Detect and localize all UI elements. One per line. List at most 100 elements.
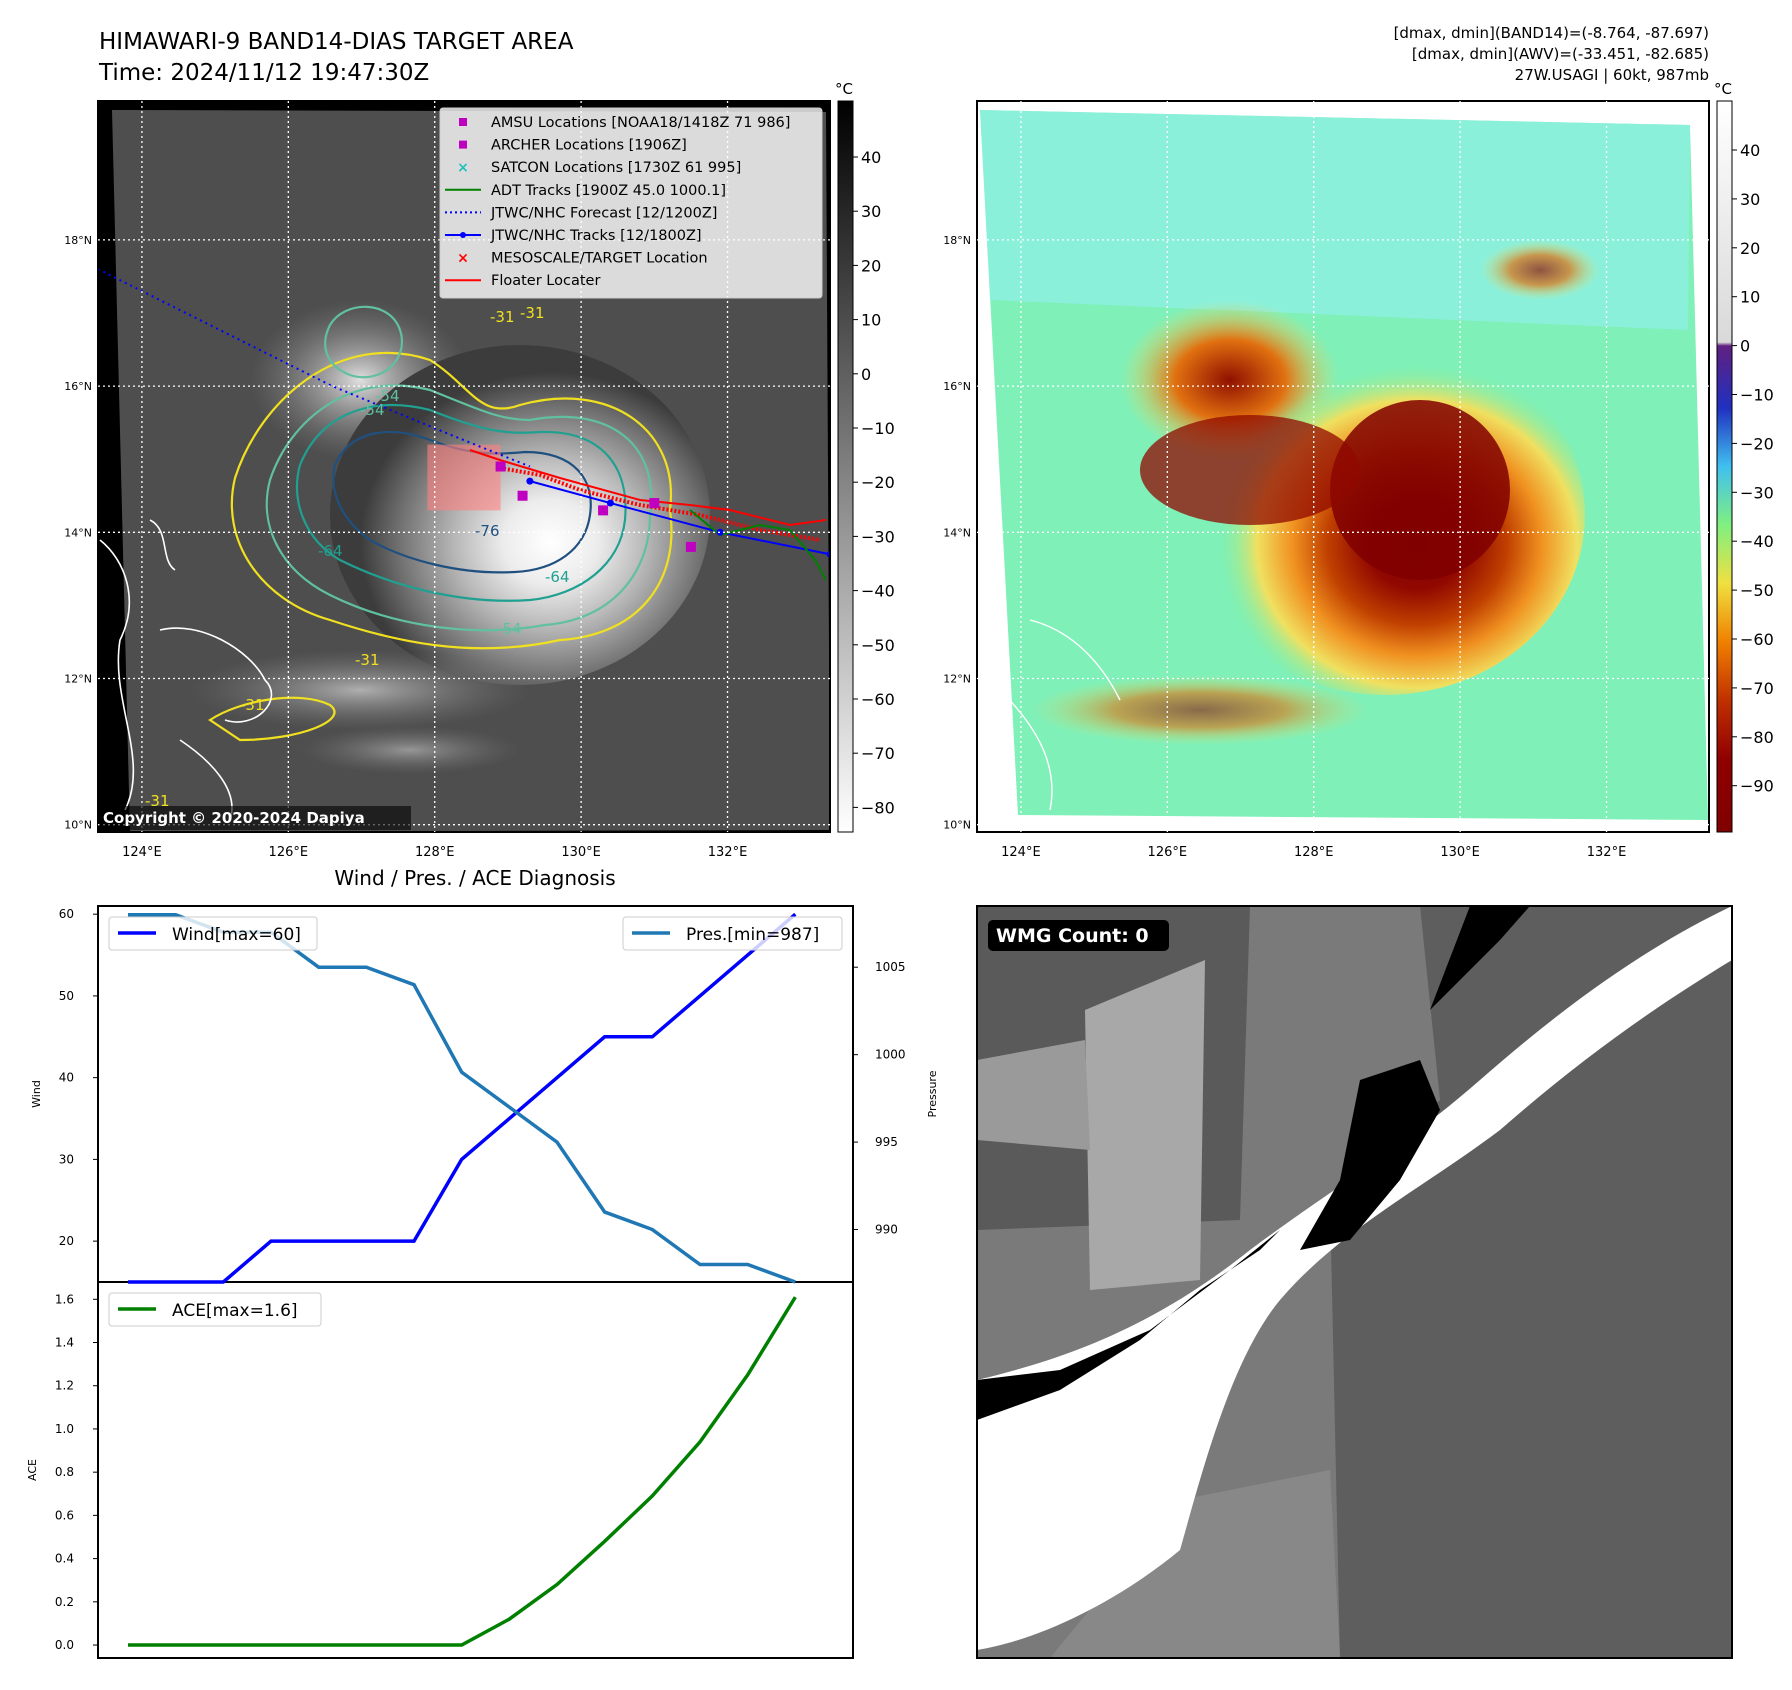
lon-tick-label: 130°E [1440, 845, 1480, 860]
legend-marker-x: × [457, 251, 469, 267]
wind-legend-box [108, 916, 318, 951]
colorbar-tick-label: −20 [1740, 434, 1774, 453]
colorbar-tick-label: −40 [1740, 532, 1774, 551]
contour-label: -31 [355, 651, 380, 669]
contour-minus-54 [265, 384, 653, 632]
colorbar-tick-label: −80 [1740, 728, 1774, 747]
lat-tick-label: 18°N [64, 234, 92, 247]
lat-tick-label: 14°N [64, 526, 92, 539]
ace-tick-label: 1.4 [55, 1336, 74, 1350]
colorbar-tick-label: 40 [1740, 141, 1760, 160]
colorbar-tick-label: −40 [861, 582, 895, 601]
lon-tick-label: 132°E [1587, 845, 1627, 860]
adt-track [689, 509, 827, 581]
legend-label: JTWC/NHC Forecast [12/1200Z] [490, 205, 717, 221]
ace-tick-label: 1.6 [55, 1292, 74, 1306]
ace-legend-box [108, 1292, 322, 1327]
colorbar-tick-label: −80 [861, 798, 895, 817]
colorbar-tick-label: −30 [1740, 483, 1774, 502]
colorbar-tick-label: −70 [861, 744, 895, 763]
color-colorbar-unit: °C [1714, 80, 1732, 98]
amsu-point [495, 461, 506, 472]
legend-label: JTWC/NHC Tracks [12/1800Z] [490, 228, 702, 244]
ace-tick-label: 1.0 [55, 1422, 74, 1436]
legend-marker-x: × [457, 160, 469, 176]
contour-rainband [208, 696, 336, 742]
lon-tick-label: 132°E [708, 845, 748, 860]
wind-legend-label: Wind[max=60] [172, 925, 301, 945]
amsu-point [517, 490, 528, 501]
diagnosis-panel: Wind / Pres. / ACE Diagnosis Wind Pressu… [26, 866, 939, 1659]
amsu-point [685, 541, 696, 552]
contour-label: -31 [520, 304, 545, 322]
ace-tick-label: 0.2 [55, 1595, 74, 1609]
lat-tick-label: 16°N [943, 380, 971, 393]
legend-box [439, 107, 823, 299]
legend-items: AMSU Locations [NOAA18/1418Z 71 986] ARCH… [445, 115, 790, 289]
lon-tick-label: 128°E [1294, 845, 1334, 860]
ace-axis-label: ACE [26, 1459, 39, 1481]
lat-tick-label: 10°N [64, 819, 92, 832]
contour-label: -64 [318, 542, 343, 560]
gray-colorbar-ticks: 40 30 20 10 0 −10 −20 −30 −40 −50 −60 −70 −80 [853, 148, 895, 817]
floater-box [427, 444, 501, 511]
wmg-count-label: WMG Count: 0 [996, 925, 1149, 947]
colorbar-tick-label: 20 [1740, 239, 1760, 258]
figure-title: HIMAWARI-9 BAND14-DIAS TARGET AREA [99, 29, 574, 55]
color-colorbar-ticks: 40 30 20 10 0 −10 −20 −30 −40 −50 −60 −70 −80 −90 [1732, 141, 1774, 796]
wind-tick-label: 20 [59, 1234, 74, 1248]
contour-minus-64 [295, 404, 627, 602]
colorbar-tick-label: 30 [861, 202, 881, 221]
color-swath-north [980, 110, 1690, 330]
pressure-ticks: 1005 1000 995 990 [853, 960, 906, 1237]
color-cloud-northeast [1480, 240, 1600, 300]
colorbar-tick-label: −90 [1740, 777, 1774, 796]
floater-locater-track [469, 449, 827, 527]
legend-marker-dot [460, 232, 466, 238]
color-map-panel: 18°N 16°N 14°N 12°N 10°N 124°E 126°E 128°E 130°E… [943, 80, 1774, 860]
coastline-islet [149, 519, 176, 571]
wmg-region-south [1050, 1470, 1340, 1658]
wmg-black-edge-south [977, 1230, 1280, 1420]
wind-ticks: 60 50 40 30 20 [59, 907, 98, 1248]
coastline-samar [159, 627, 273, 723]
colorbar-tick-label: 40 [861, 148, 881, 167]
storm-western-arm [1140, 415, 1360, 525]
colorbar-tick-label: 0 [1740, 337, 1750, 356]
colorbar-tick-label: 0 [861, 365, 871, 384]
contour-minus-76 [332, 430, 592, 574]
wmg-region-east [1330, 906, 1732, 1658]
colorbar-tick-label: −60 [861, 690, 895, 709]
ace-tick-label: 0.4 [55, 1552, 74, 1566]
color-coastline-2 [999, 689, 1053, 811]
stats-band14: [dmax, dmin](BAND14)=(-8.764, -87.697) [1394, 24, 1709, 42]
wmg-count-badge [988, 920, 1169, 951]
colorbar-tick-label: −50 [1740, 581, 1774, 600]
wind-tick-label: 50 [59, 989, 74, 1003]
pressure-axis-label: Pressure [926, 1070, 939, 1117]
amsu-point [649, 498, 660, 509]
figure-time: Time: 2024/11/12 19:47:30Z [98, 60, 429, 86]
wind-legend: Wind[max=60] [108, 916, 318, 951]
storm-info: 27W.USAGI | 60kt, 987mb [1515, 66, 1709, 84]
pressure-legend: Pres.[min=987] [622, 916, 843, 951]
legend-label: AMSU Locations [NOAA18/1418Z 71 986] [491, 115, 790, 131]
legend-label: ADT Tracks [1900Z 45.0 1000.1] [491, 183, 726, 199]
lat-tick-label: 14°N [943, 526, 971, 539]
lat-tick-label: 18°N [943, 234, 971, 247]
ir-map-panel: 18°N 16°N 14°N 12°N 10°N 124°E 126°E 128°E 130°E… [64, 80, 895, 860]
map-frame [97, 100, 831, 833]
pressure-tick-label: 1005 [875, 960, 906, 974]
contour-label: -64 [545, 568, 570, 586]
contour-label: -54 [375, 387, 400, 405]
colorbar-tick-label: 10 [1740, 288, 1760, 307]
amsu-points [495, 461, 830, 558]
wind-axis-label: Wind [30, 1080, 43, 1108]
colorbar-tick-label: −10 [861, 419, 895, 438]
mesoscale-target-locations [499, 466, 821, 542]
diagnosis-title: Wind / Pres. / ACE Diagnosis [334, 866, 615, 890]
ace-series-line [128, 1296, 797, 1647]
amsu-point [598, 505, 609, 516]
ace-tick-label: 0.0 [55, 1638, 74, 1652]
